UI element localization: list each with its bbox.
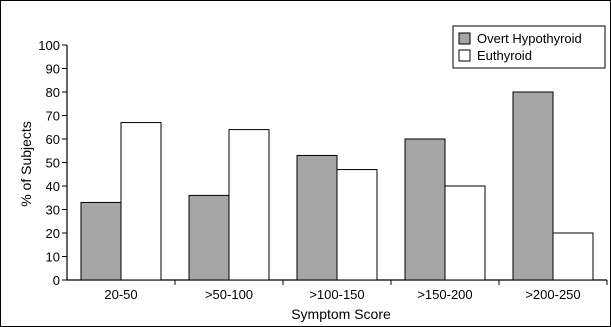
x-tick-label: >200-250 [525, 287, 580, 302]
y-tick-label: 20 [46, 226, 60, 241]
y-axis-title: % of Subjects [18, 121, 34, 207]
y-tick-label: 60 [46, 132, 60, 147]
legend-swatch [458, 49, 471, 62]
y-tick-label: 10 [46, 250, 60, 265]
legend-label: Overt Hypothyroid [477, 31, 582, 46]
bar [296, 154, 338, 281]
bar [552, 232, 594, 281]
y-tick-label: 30 [46, 203, 60, 218]
y-tick-label: 80 [46, 85, 60, 100]
x-tick-label: >150-200 [417, 287, 472, 302]
legend-box [452, 25, 606, 69]
bar [404, 138, 446, 281]
y-tick-label: 90 [46, 62, 60, 77]
bar [444, 185, 486, 281]
bar [336, 169, 378, 281]
y-tick-label: 70 [46, 109, 60, 124]
legend-label: Euthyroid [477, 48, 532, 63]
bar [188, 194, 230, 281]
x-tick-label: >50-100 [205, 287, 253, 302]
x-tick-label: >100-150 [309, 287, 364, 302]
legend-swatch [458, 32, 471, 45]
x-tick-label: 20-50 [104, 287, 137, 302]
y-tick-label: 100 [38, 38, 60, 53]
bar [228, 129, 270, 281]
y-tick-label: 40 [46, 179, 60, 194]
bar [80, 201, 122, 281]
bar [512, 91, 554, 281]
x-axis-title: Symptom Score [291, 306, 391, 322]
plot-area: 0 10 20 30 40 50 60 70 80 90 100 20-50 >50-100 >100-1… [38, 38, 608, 302]
y-tick-label: 50 [46, 156, 60, 171]
legend: Overt Hypothyroid Euthyroid [452, 25, 606, 69]
y-tick-label: 0 [53, 273, 60, 288]
bar [120, 122, 162, 281]
